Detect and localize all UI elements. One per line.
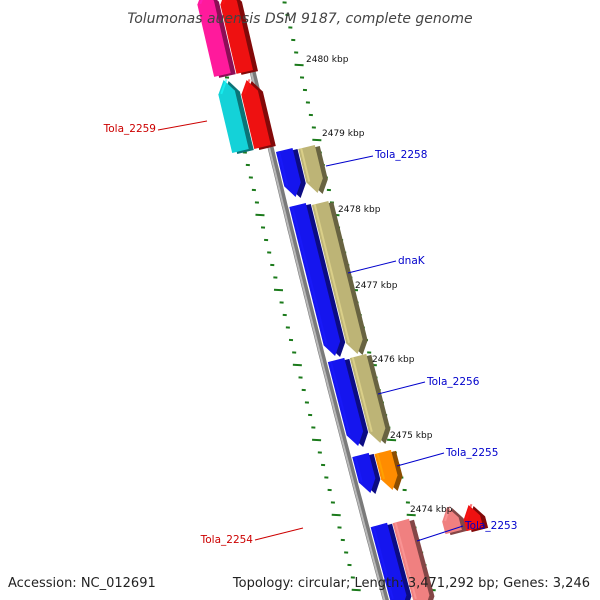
scale-label: 2480 kbp [306,55,349,65]
gene-label-tola-2256[interactable]: Tola_2256 [426,376,480,388]
label-leader-line [396,452,445,467]
genes-layer [197,0,489,600]
gene-feature[interactable] [392,518,435,600]
map-title: Tolumonas auensis DSM 9187, complete gen… [127,11,472,27]
scale-label: 2477 kbp [355,281,398,291]
gene-label-tola-2255[interactable]: Tola_2255 [445,447,498,459]
scale-label: 2476 kbp [372,355,415,365]
accession-text: Accession: NC_012691 [8,576,156,591]
gene-feature[interactable] [327,357,369,447]
gene-feature[interactable] [197,0,236,78]
gene-label-tola-2259[interactable]: Tola_2259 [103,123,156,135]
scale-label: 2479 kbp [322,129,365,139]
scale-label: 2478 kbp [338,205,381,215]
label-leader-line [377,381,426,395]
gene-feature[interactable] [442,505,467,536]
label-leader-line [325,155,374,167]
gene-label-tola-2254[interactable]: Tola_2254 [200,534,254,546]
gene-feature[interactable] [220,0,259,75]
gene-feature[interactable] [311,200,368,355]
label-leader-line [416,525,464,542]
gene-feature[interactable] [352,452,381,494]
gene-feature[interactable] [370,522,412,600]
label-lines-layer [157,120,464,542]
gene-label-tola-2258[interactable]: Tola_2258 [374,149,427,161]
gene-feature[interactable] [349,353,391,444]
gene-feature[interactable] [289,202,346,357]
gene-feature[interactable] [463,503,489,533]
genome-summary-text: Topology: circular; Length: 3,471,292 bp… [232,576,590,591]
scale-label: 2475 kbp [390,431,433,441]
scale-label: 2474 kbp [410,505,453,515]
gene-label-dnak[interactable]: dnaK [398,255,426,267]
gene-label-tola-2253[interactable]: Tola_2253 [464,520,517,532]
gene-feature[interactable] [374,449,403,491]
label-leader-line [254,527,304,541]
gene-feature[interactable] [241,78,276,150]
label-leader-line [157,120,208,131]
label-leader-line [347,260,397,274]
gene-feature[interactable] [298,145,328,194]
gene-feature[interactable] [218,78,254,154]
gene-feature[interactable] [275,148,306,198]
